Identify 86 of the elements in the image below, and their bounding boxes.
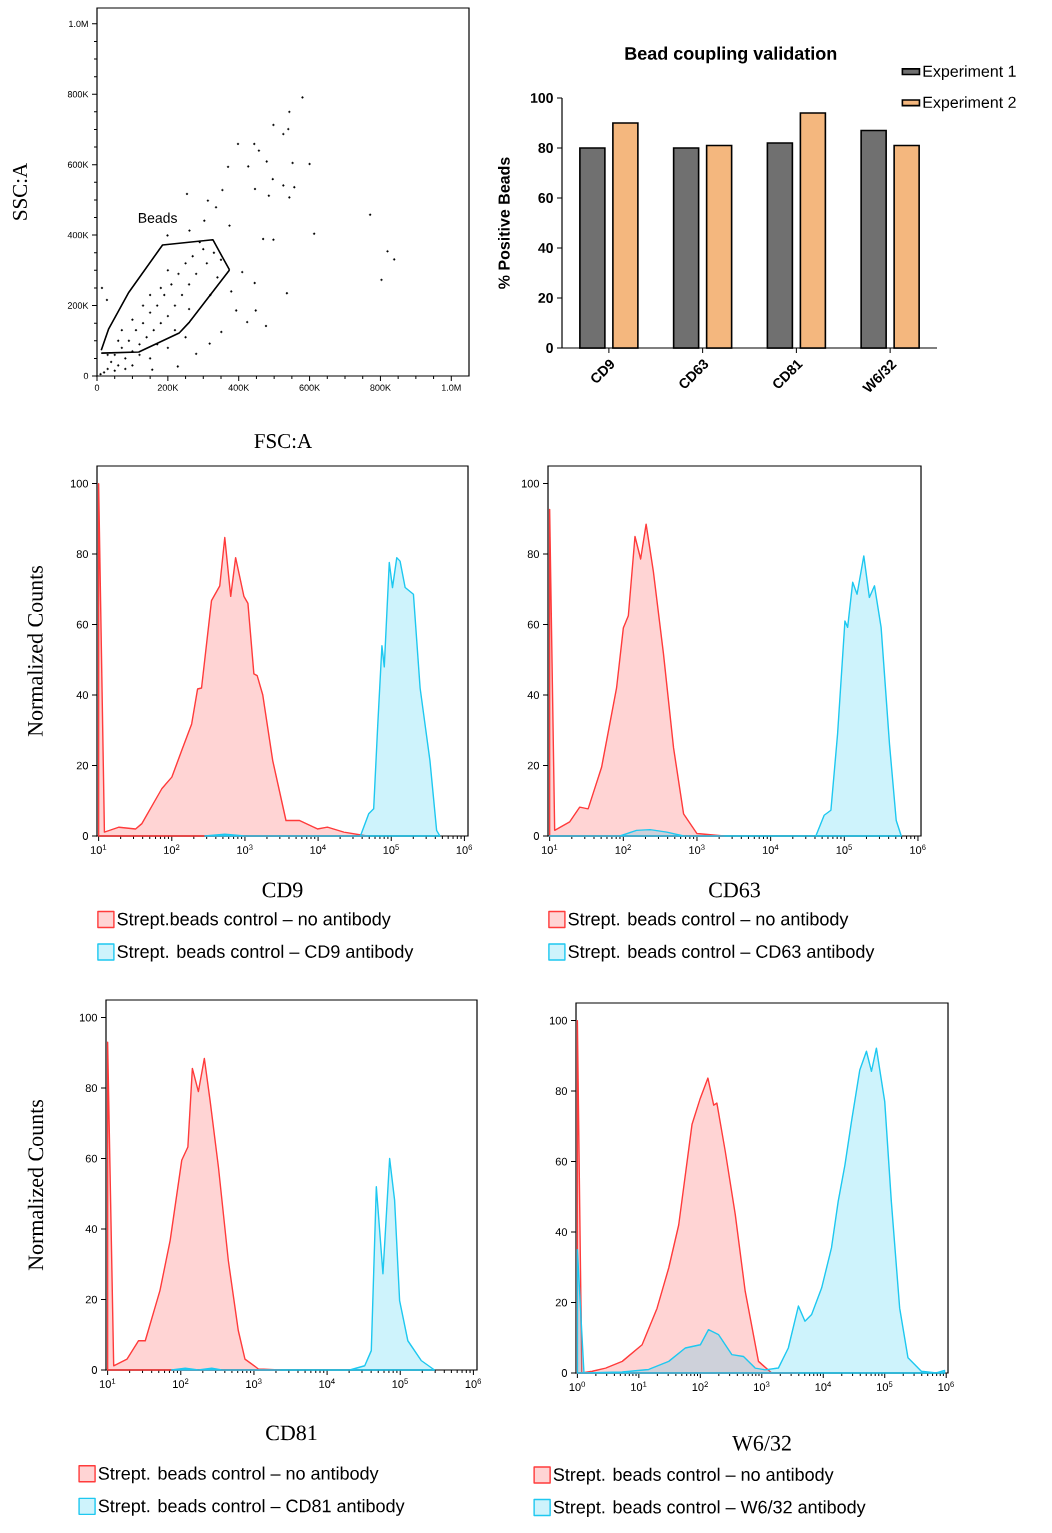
y-tick-label: 60 [538,193,553,203]
y-tick-label: 20 [555,1298,568,1307]
legend-label: Strept. beads control – CD9 antibody [117,944,414,962]
y-tick-label: 60 [85,1154,98,1163]
x-tick-label: 400K [228,384,250,391]
y-tick-label: 60 [527,620,540,629]
x-tick-label: 10$^{5}$ [383,844,399,854]
x-tick-label: 800K [370,384,391,391]
legend-label: Strept. beads control – no antibody [553,1467,834,1485]
y-tick-label: 400K [67,231,89,239]
annotation: Beads [138,212,177,223]
x-tick-label: 10$^{3}$ [237,844,253,854]
x-tick-label: 10$^{4}$ [310,844,326,854]
y-tick-label: 0 [533,832,540,840]
y-tick-label: 40 [76,691,89,699]
y-tick-label: 20 [76,761,89,770]
x-tick-label: 10$^{3}$ [754,1381,770,1391]
x-tick-label: 10$^{2}$ [615,844,631,854]
x-tick-label: 10$^{5}$ [877,1381,893,1391]
legend-label: Experiment 1 [923,65,1016,81]
x-tick-label: 10$^{1}$ [90,844,107,854]
x-tick-label: 10$^{1}$ [631,1381,647,1391]
x-tick-label: 10$^{4}$ [319,1378,335,1388]
x-tick-label: 10$^{1}$ [541,844,558,854]
x-tick-label: 10$^{0}$ [569,1381,586,1391]
x-tick-label: 10$^{5}$ [836,844,852,854]
y-tick-label: 80 [538,143,553,153]
x-tick-label: 10$^{2}$ [164,844,180,854]
y-tick-label: 80 [76,550,89,558]
y-tick-label: 20 [538,293,553,303]
legend-label: Experiment 2 [923,96,1016,112]
chart-title: Bead coupling validation [625,46,837,64]
x-axis-title: CD81 [266,1425,317,1441]
legend-label: Strept. beads control – CD63 antibody [568,944,875,962]
x-tick-label: 10$^{4}$ [815,1381,832,1391]
y-tick-label: 100 [530,93,553,103]
y-tick-label: 0 [82,832,89,840]
y-tick-label: 100 [79,1013,98,1022]
y-tick-label: 80 [527,550,540,558]
x-tick-label: 10$^{6}$ [938,1381,954,1391]
y-tick-label: 40 [555,1228,568,1236]
y-tick-label: 40 [527,691,540,699]
x-tick-label: 10$^{4}$ [762,844,779,854]
x-tick-label: 10$^{2}$ [173,1378,189,1388]
y-tick-label: 100 [521,479,540,488]
x-axis-title: CD9 [262,882,303,898]
y-axis-title: Normalized Counts [27,565,43,737]
x-tick-label: 10$^{5}$ [392,1378,408,1388]
y-tick-label: 80 [555,1087,568,1095]
y-tick-label: 100 [549,1016,568,1025]
x-axis-title: FSC:A [254,434,313,449]
legend-label: Strept.beads control – no antibody [117,912,391,929]
legend-label: Strept. beads control – no antibody [568,912,849,929]
y-tick-label: 600K [67,161,89,168]
y-axis-title: Normalized Counts [27,1099,44,1271]
x-tick-label: 10$^{3}$ [689,844,705,854]
y-tick-label: 40 [538,243,553,253]
y-tick-label: 1.0M [69,20,88,28]
y-tick-label: 100 [70,479,89,488]
x-tick-label: 10$^{2}$ [692,1381,708,1391]
y-tick-label: 0 [561,1369,568,1377]
x-tick-label: 10$^{6}$ [465,1378,482,1388]
legend-label: Strept. beads control – no antibody [98,1466,379,1484]
y-tick-label: 200K [67,302,89,309]
y-tick-label: 60 [555,1157,568,1166]
y-tick-label: 0 [91,1366,98,1374]
x-tick-label: 1.0M [441,384,461,391]
x-tick-label: 10$^{3}$ [246,1378,262,1388]
y-axis-title: % Positive Beads [498,157,510,289]
legend-label: Strept. beads control – CD81 antibody [98,1499,405,1516]
x-tick-label: 10$^{6}$ [910,844,926,854]
y-tick-label: 60 [76,620,89,629]
x-axis-title: CD63 [709,882,760,898]
y-tick-label: 40 [85,1225,98,1233]
legend-label: Strept. beads control – W6/32 antibody [553,1500,866,1518]
y-tick-label: 80 [85,1084,98,1092]
x-tick-label: 10$^{1}$ [99,1378,116,1388]
y-tick-label: 0 [546,343,553,353]
y-tick-label: 800K [67,91,89,98]
y-tick-label: 20 [85,1295,98,1304]
x-tick-label: 10$^{6}$ [456,844,473,854]
x-axis-title: W6/32 [732,1435,791,1451]
x-tick-label: 600K [299,384,320,391]
x-tick-label: 200K [157,384,179,391]
y-tick-label: 20 [527,761,540,770]
y-axis-title: SSC:A [12,162,28,220]
